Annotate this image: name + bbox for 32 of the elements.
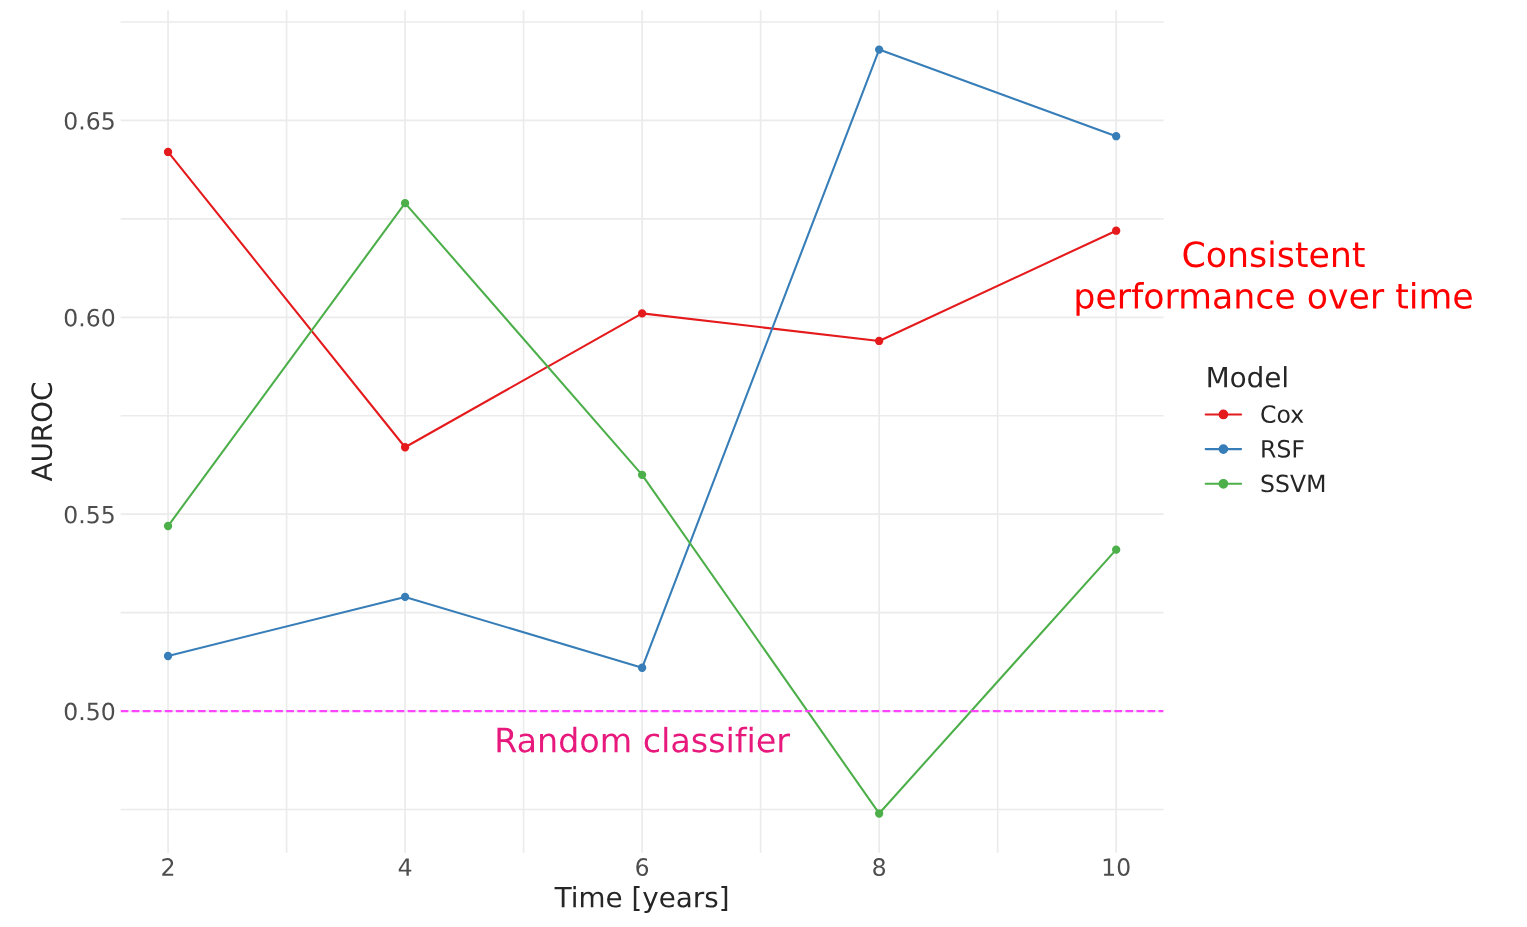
annotation: Consistent performance over time	[1076, 240, 1472, 316]
point	[637, 309, 647, 318]
point	[163, 651, 173, 661]
point	[163, 521, 173, 531]
x-tick-label: 8	[873, 858, 886, 876]
point	[400, 198, 410, 208]
point	[637, 470, 647, 479]
legend-title: Model	[1208, 366, 1287, 388]
x-tick-label: 2	[162, 858, 174, 876]
point	[874, 809, 884, 818]
x-axis-title: Time [years]	[554, 886, 728, 913]
y-tick-label: 0.55	[64, 505, 114, 524]
legend-label: Cox	[1261, 405, 1304, 424]
point	[163, 147, 173, 157]
y-tick-label: 0.50	[64, 702, 115, 721]
y-axis-title: AUROC	[31, 383, 53, 482]
x-tick-label: 6	[636, 858, 649, 876]
x-tick-label: 10	[1103, 858, 1130, 876]
legend-label: RSF	[1262, 439, 1304, 458]
point	[874, 45, 884, 54]
point	[1112, 226, 1121, 235]
point	[1112, 132, 1121, 141]
point	[400, 443, 410, 452]
ref-line-label: Random classifier	[497, 726, 790, 753]
point	[874, 336, 884, 346]
point	[637, 663, 647, 672]
legend-label: SSVM	[1261, 474, 1325, 493]
point	[400, 592, 410, 602]
x-tick-label: 4	[398, 858, 412, 876]
point	[1112, 545, 1121, 554]
y-tick-label: 0.65	[64, 111, 114, 130]
y-tick-label: 0.60	[64, 308, 115, 327]
